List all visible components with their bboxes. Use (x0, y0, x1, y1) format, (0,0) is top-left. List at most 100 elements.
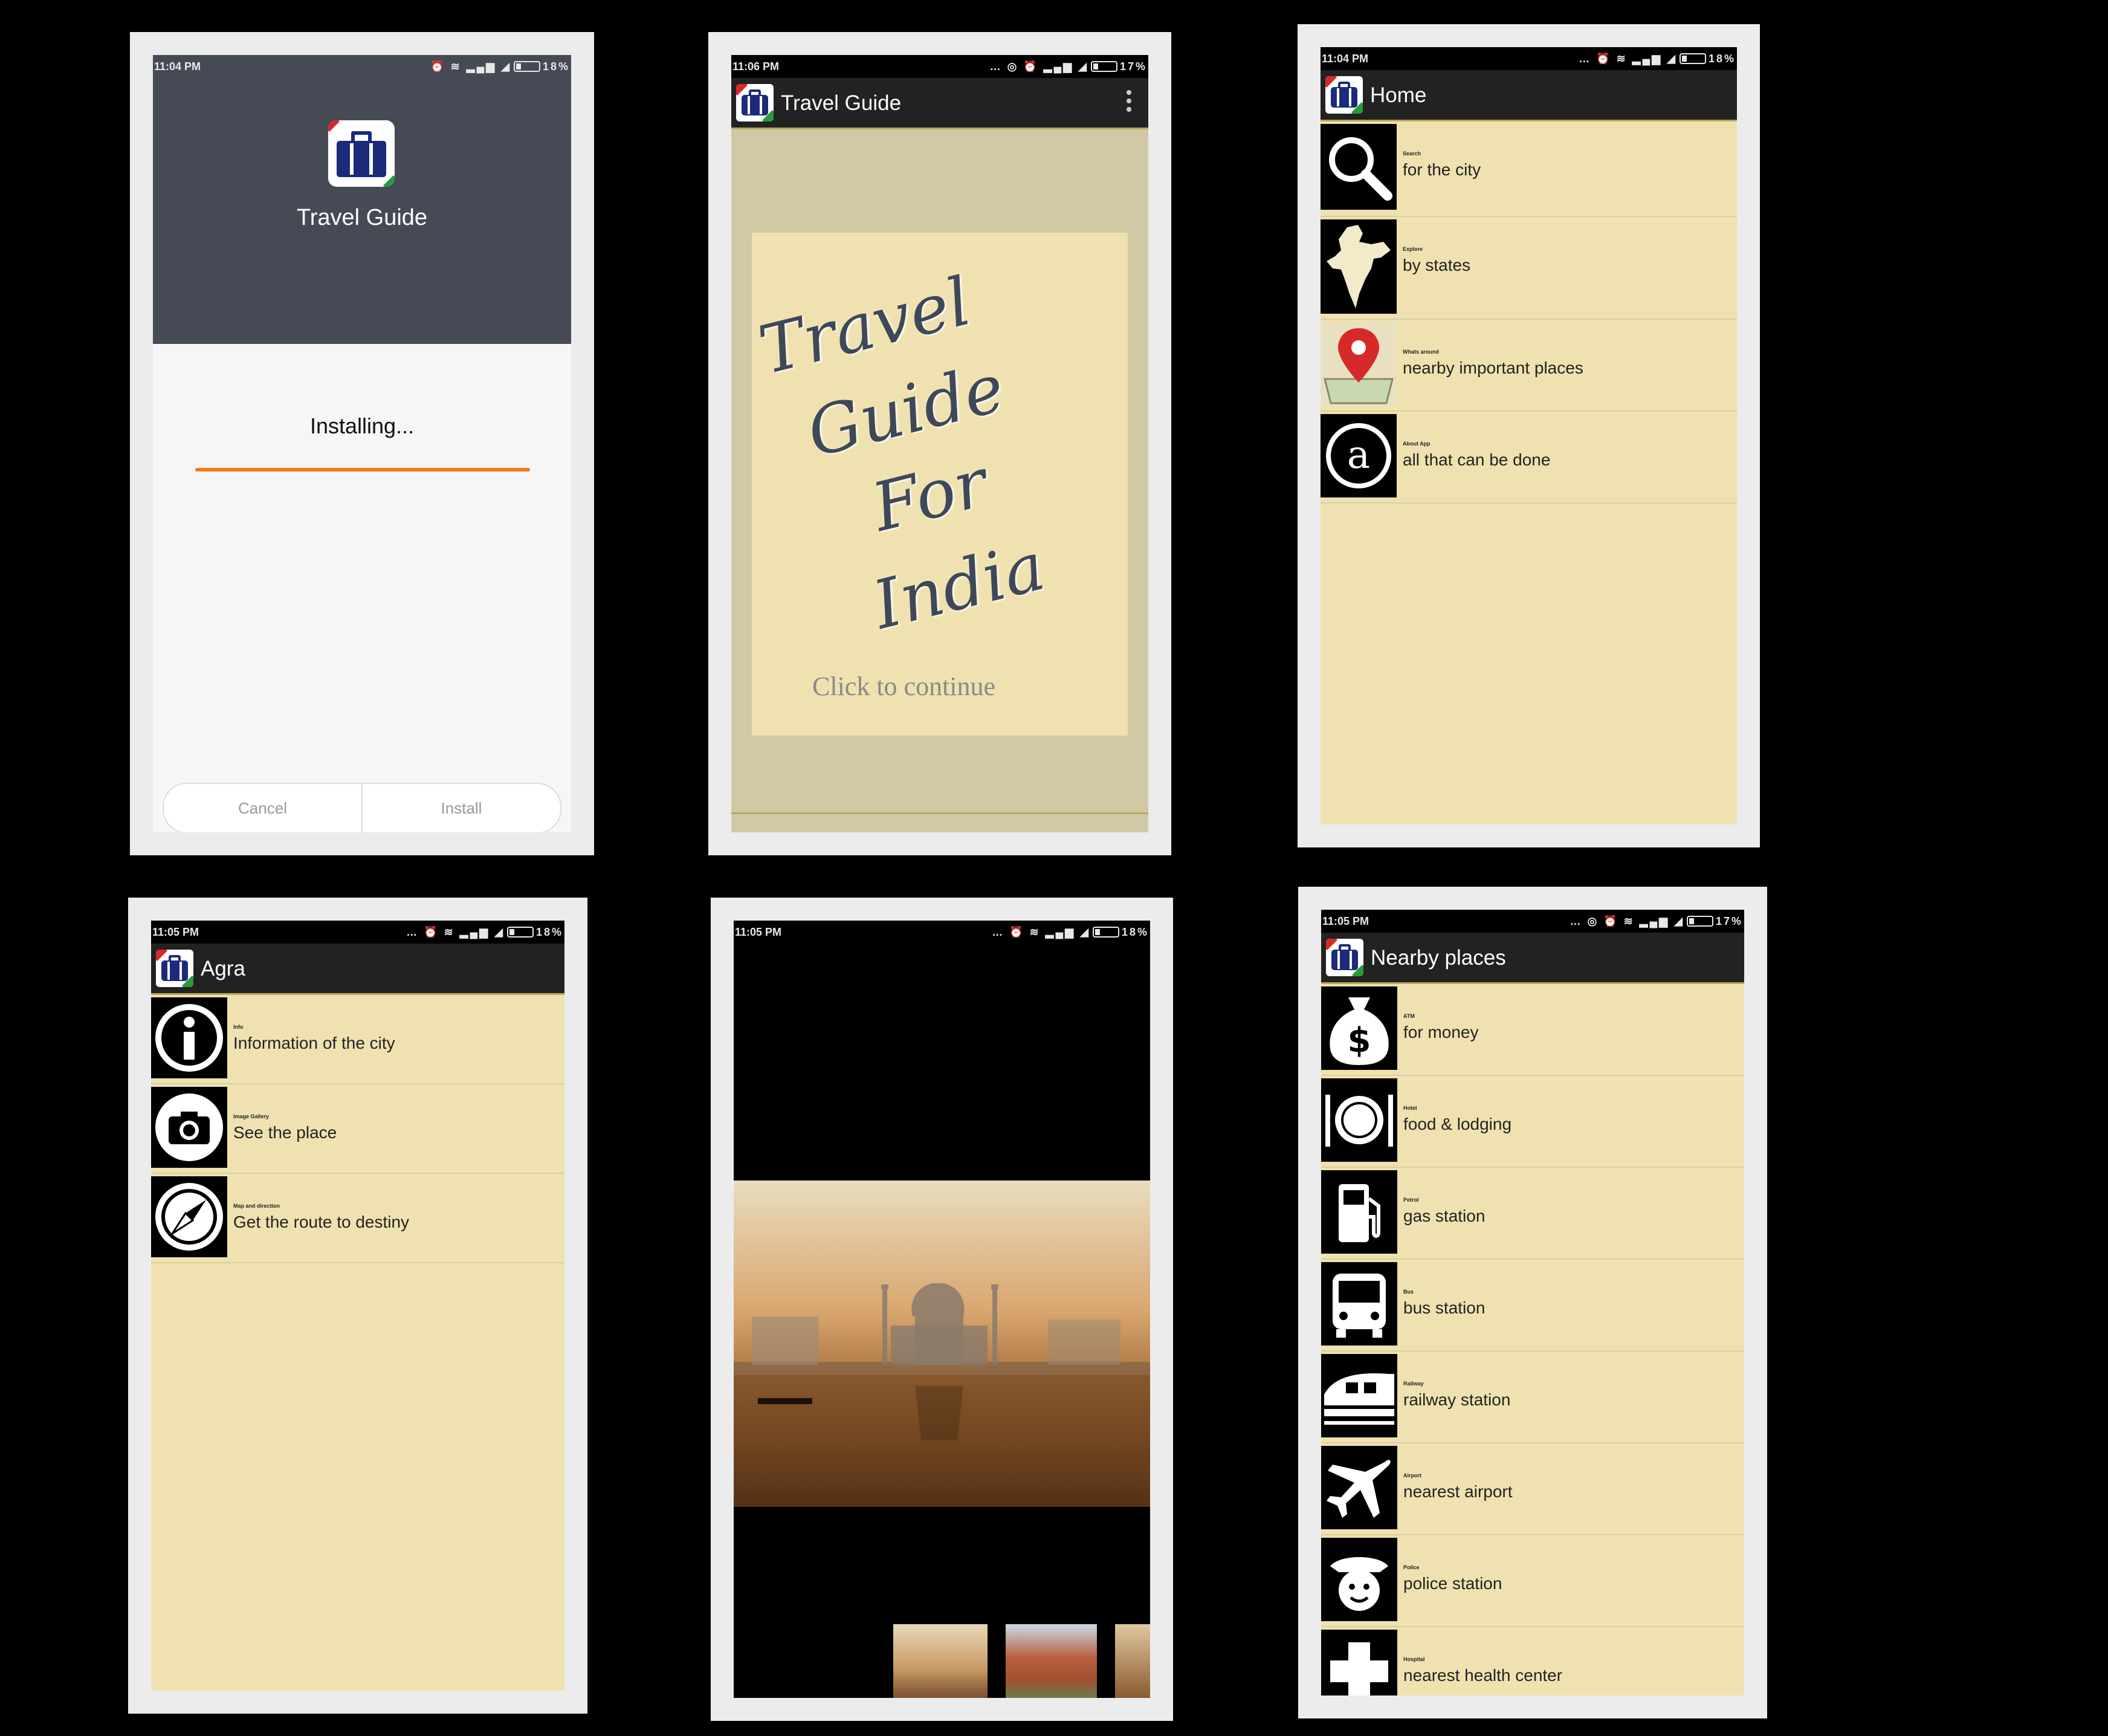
app-bar-title: Agra (201, 957, 245, 980)
gallery-thumbnail[interactable] (1006, 1624, 1098, 1698)
travel-guide-app-icon (736, 84, 774, 121)
screenshot-frame-nearby: 11:05 PM … ◎ ⏰ ≋ ▂▄▆ ◢ 17% Nearby places … (1298, 887, 1767, 1718)
item-caption: Hotel (1403, 1105, 1417, 1111)
status-time: 11:06 PM (732, 60, 780, 73)
item-caption: ATM (1403, 1013, 1415, 1019)
nearby-item-petrol[interactable]: Petrol gas station (1321, 1168, 1744, 1260)
item-label: food & lodging (1403, 1115, 1512, 1133)
app-bar: Nearby places (1321, 933, 1744, 984)
police-icon (1321, 1538, 1397, 1621)
city-item-map[interactable]: Map and direction Get the route to desti… (151, 1174, 564, 1263)
home-item-nearby[interactable]: Whats around nearby important places (1321, 320, 1737, 412)
status-bar: 11:05 PM … ⏰ ≋ ▂▄▆ ◢ 18% (734, 921, 1150, 944)
screenshot-frame-install: 11:04 PM ⏰ ≋ ▂▄▆ ◢ 18% Travel Guide Insta… (130, 32, 594, 855)
item-label: all that can be done (1403, 450, 1551, 469)
camera-icon (151, 1087, 227, 1168)
fuel-pump-icon (1321, 1170, 1397, 1254)
info-icon (151, 997, 227, 1078)
map-pin-icon (1321, 322, 1397, 406)
click-to-continue-link[interactable]: Click to continue (812, 672, 996, 701)
splash-card[interactable]: Travel Guide For India Click to continue (752, 233, 1128, 736)
nearby-item-atm[interactable]: $ ATM for money (1321, 984, 1744, 1076)
nearby-item-hospital[interactable]: Hospital nearest health center (1321, 1627, 1744, 1696)
bottom-divider (731, 812, 1148, 814)
hospital-cross-icon (1321, 1630, 1397, 1696)
compass-icon (151, 1176, 227, 1257)
gallery-thumbnail[interactable] (893, 1624, 988, 1698)
city-item-info[interactable]: Info Information of the city (151, 995, 564, 1084)
install-button[interactable]: Install (441, 798, 482, 817)
city-item-gallery[interactable]: Image Gallery See the place (151, 1084, 564, 1174)
item-caption: Map and direction (233, 1203, 280, 1209)
home-menu-list: Search for the city Explore by states Wh… (1321, 121, 1737, 504)
home-item-about[interactable]: a About App all that can be done (1321, 412, 1737, 504)
nearby-item-railway[interactable]: Railway railway station (1321, 1352, 1744, 1443)
nearby-item-hotel[interactable]: Hotel food & lodging (1321, 1076, 1744, 1168)
screenshot-frame-gallery: 11:05 PM … ⏰ ≋ ▂▄▆ ◢ 18% (711, 898, 1173, 1721)
svg-text:a: a (1347, 433, 1370, 478)
nearby-item-bus[interactable]: Bus bus station (1321, 1260, 1744, 1352)
home-item-states[interactable]: Explore by states (1321, 217, 1737, 320)
nearby-item-police[interactable]: Police police station (1321, 1535, 1744, 1627)
gallery-main-image[interactable] (734, 1181, 1150, 1507)
item-label: gas station (1403, 1206, 1486, 1225)
city-menu-list: Info Information of the city Image Galle… (151, 995, 564, 1263)
train-icon (1321, 1354, 1397, 1437)
app-bar: Home (1321, 70, 1737, 121)
item-caption: About App (1403, 441, 1431, 447)
screenshot-frame-agra: 11:05 PM … ⏰ ≋ ▂▄▆ ◢ 18% Agra Info Inform… (128, 898, 587, 1714)
overflow-menu-icon[interactable] (1127, 90, 1131, 112)
splash-title-line-3: For (865, 444, 995, 546)
status-icons: … ⏰ ≋ ▂▄▆ ◢ 18% (406, 926, 563, 938)
status-bar: 11:06 PM … ◎ ⏰ ▂▄▆ ◢ 17% (731, 55, 1148, 78)
travel-guide-app-icon (156, 950, 193, 987)
home-item-search[interactable]: Search for the city (1321, 121, 1737, 217)
app-bar-title: Nearby places (1371, 946, 1506, 970)
item-label: nearest airport (1403, 1482, 1513, 1501)
item-caption: Explore (1403, 246, 1423, 252)
item-label: bus station (1403, 1298, 1486, 1317)
status-icons: … ◎ ⏰ ≋ ▂▄▆ ◢ 17% (1570, 915, 1743, 927)
status-time: 11:05 PM (152, 926, 199, 938)
item-caption: Petrol (1403, 1197, 1419, 1203)
gallery-thumbnail[interactable] (1115, 1624, 1150, 1698)
airplane-icon (1321, 1446, 1397, 1529)
app-bar: Travel Guide (731, 78, 1148, 129)
item-caption: Image Gallery (233, 1113, 270, 1119)
item-label: nearest health center (1403, 1666, 1563, 1685)
taj-mahal-silhouette (734, 1283, 1150, 1507)
travel-guide-app-icon (1325, 76, 1363, 114)
item-label: for the city (1403, 160, 1481, 179)
item-label: railway station (1403, 1390, 1511, 1409)
gallery-thumbnail-strip (893, 1624, 1150, 1698)
item-caption: Railway (1403, 1381, 1424, 1387)
item-caption: Hospital (1403, 1656, 1425, 1662)
travel-guide-app-icon (1326, 939, 1363, 976)
status-bar: 11:04 PM … ⏰ ≋ ▂▄▆ ◢ 18% (1321, 47, 1737, 70)
screenshot-frame-home: 11:04 PM … ⏰ ≋ ▂▄▆ ◢ 18% Home Search for … (1298, 24, 1760, 847)
status-icons: ⏰ ≋ ▂▄▆ ◢ 18% (430, 60, 570, 73)
item-label: Get the route to destiny (233, 1213, 410, 1231)
status-bar: 11:05 PM … ◎ ⏰ ≋ ▂▄▆ ◢ 17% (1321, 910, 1744, 933)
install-button-group: Cancel Install (163, 783, 561, 832)
nearby-item-airport[interactable]: Airport nearest airport (1321, 1443, 1744, 1535)
item-caption: Police (1403, 1564, 1420, 1570)
search-icon (1321, 124, 1397, 210)
app-name: Travel Guide (296, 205, 428, 230)
item-label: Information of the city (233, 1034, 395, 1052)
item-caption: Info (233, 1024, 244, 1030)
about-a-icon: a (1321, 414, 1397, 497)
item-label: for money (1403, 1023, 1479, 1041)
item-caption: Whats around (1403, 349, 1439, 355)
status-bar: 11:04 PM ⏰ ≋ ▂▄▆ ◢ 18% (153, 55, 571, 78)
item-label: by states (1403, 256, 1471, 274)
install-header: Travel Guide (153, 78, 571, 344)
status-time: 11:04 PM (1322, 53, 1369, 65)
app-bar-title: Home (1370, 83, 1427, 107)
installing-text: Installing... (309, 413, 415, 438)
bus-icon (1321, 1262, 1397, 1346)
cancel-button[interactable]: Cancel (164, 784, 363, 832)
status-time: 11:04 PM (154, 60, 201, 73)
travel-guide-app-icon (328, 120, 395, 187)
item-label: police station (1403, 1574, 1502, 1593)
